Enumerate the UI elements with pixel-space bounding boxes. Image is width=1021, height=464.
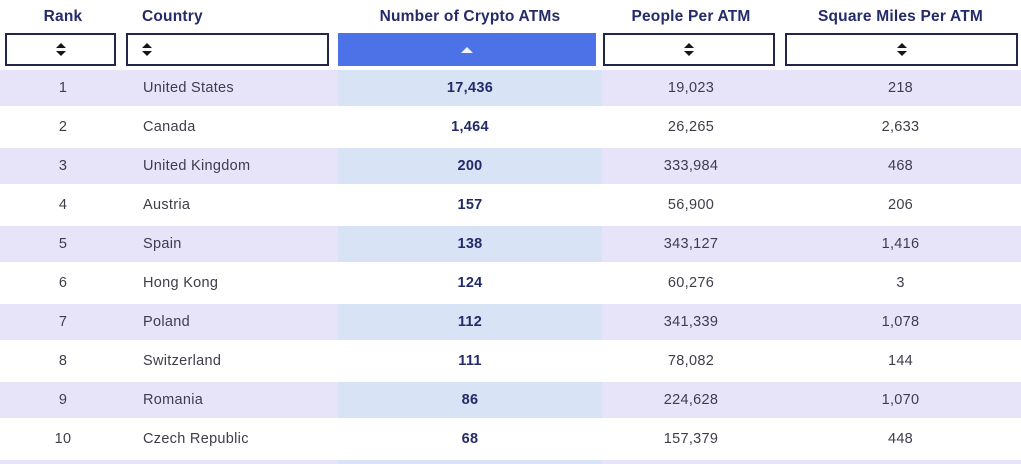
rank-cell: 1 — [0, 70, 126, 106]
rank-cell: 5 — [0, 226, 126, 262]
people-per-atm-cell: 157,379 — [602, 421, 780, 457]
sort-both-icon — [142, 43, 152, 56]
atms-cell: 68 — [338, 421, 602, 457]
header-row: Rank Country Number of Crypto ATMs Peopl… — [0, 0, 1021, 33]
sq-miles-per-atm-cell: 448 — [780, 421, 1021, 457]
country-cell: Hong Kong — [126, 265, 338, 301]
country-cell: Switzerland — [126, 343, 338, 379]
table-row: 3 United Kingdom 200 333,984 468 — [0, 148, 1021, 187]
people-per-atm-cell: 56,900 — [602, 187, 780, 223]
sq-miles-per-atm-cell: 144 — [780, 343, 1021, 379]
people-per-atm-cell: 19,023 — [602, 70, 780, 106]
people-per-atm-cell: 26,265 — [602, 109, 780, 145]
sq-miles-per-atm-cell: 1,070 — [780, 382, 1021, 418]
partial-row-right — [602, 460, 1021, 464]
column-header-rank: Rank — [43, 7, 83, 25]
people-per-atm-cell: 343,127 — [602, 226, 780, 262]
country-cell: Spain — [126, 226, 338, 262]
sort-button-people-per-atm[interactable] — [603, 33, 775, 66]
country-cell: Canada — [126, 109, 338, 145]
rank-cell: 10 — [0, 421, 126, 457]
country-cell: United Kingdom — [126, 148, 338, 184]
column-header-people-per-atm: People Per ATM — [631, 7, 751, 25]
table-row: 7 Poland 112 341,339 1,078 — [0, 304, 1021, 343]
filter-cell-sq-miles-per-atm — [780, 33, 1021, 70]
sq-miles-per-atm-cell: 1,078 — [780, 304, 1021, 340]
rank-cell: 6 — [0, 265, 126, 301]
sort-both-icon — [55, 43, 66, 56]
table-body: 1 United States 17,436 19,023 218 2 Cana… — [0, 70, 1021, 460]
sq-miles-per-atm-cell: 468 — [780, 148, 1021, 184]
sq-miles-per-atm-cell: 218 — [780, 70, 1021, 106]
table-row: 2 Canada 1,464 26,265 2,633 — [0, 109, 1021, 148]
country-cell: Austria — [126, 187, 338, 223]
sort-button-sq-miles-per-atm[interactable] — [785, 33, 1018, 66]
partial-row-atms — [338, 460, 602, 464]
country-cell: Romania — [126, 382, 338, 418]
partial-row — [0, 460, 1021, 464]
country-cell: United States — [126, 70, 338, 106]
table-row: 1 United States 17,436 19,023 218 — [0, 70, 1021, 109]
country-cell: Poland — [126, 304, 338, 340]
column-header-country: Country — [142, 7, 203, 25]
sq-miles-per-atm-cell: 3 — [780, 265, 1021, 301]
sort-button-country[interactable] — [126, 33, 329, 66]
sq-miles-per-atm-cell: 2,633 — [780, 109, 1021, 145]
people-per-atm-cell: 60,276 — [602, 265, 780, 301]
table-row: 9 Romania 86 224,628 1,070 — [0, 382, 1021, 421]
table-row: 10 Czech Republic 68 157,379 448 — [0, 421, 1021, 460]
atms-cell: 157 — [338, 187, 602, 223]
atms-cell: 200 — [338, 148, 602, 184]
people-per-atm-cell: 333,984 — [602, 148, 780, 184]
country-cell: Czech Republic — [126, 421, 338, 457]
sq-miles-per-atm-cell: 1,416 — [780, 226, 1021, 262]
filter-cell-country — [126, 33, 338, 70]
rank-cell: 2 — [0, 109, 126, 145]
partial-row-left — [0, 460, 338, 464]
sort-button-atms-active[interactable] — [338, 33, 596, 66]
sort-both-icon — [896, 43, 907, 56]
people-per-atm-cell: 341,339 — [602, 304, 780, 340]
filter-cell-people-per-atm — [602, 33, 780, 70]
table-row: 8 Switzerland 111 78,082 144 — [0, 343, 1021, 382]
atms-cell: 111 — [338, 343, 602, 379]
rank-cell: 7 — [0, 304, 126, 340]
atms-cell: 138 — [338, 226, 602, 262]
atms-cell: 112 — [338, 304, 602, 340]
rank-cell: 9 — [0, 382, 126, 418]
rank-cell: 8 — [0, 343, 126, 379]
rank-cell: 3 — [0, 148, 126, 184]
sort-ascending-icon — [461, 46, 473, 53]
atms-cell: 124 — [338, 265, 602, 301]
sq-miles-per-atm-cell: 206 — [780, 187, 1021, 223]
column-header-sq-miles-per-atm: Square Miles Per ATM — [817, 7, 984, 25]
sort-both-icon — [684, 43, 694, 56]
table-row: 6 Hong Kong 124 60,276 3 — [0, 265, 1021, 304]
filter-cell-atms — [338, 33, 602, 70]
rank-cell: 4 — [0, 187, 126, 223]
table-row: 5 Spain 138 343,127 1,416 — [0, 226, 1021, 265]
atms-cell: 17,436 — [338, 70, 602, 106]
atms-cell: 1,464 — [338, 109, 602, 145]
table-row: 4 Austria 157 56,900 206 — [0, 187, 1021, 226]
column-header-atms: Number of Crypto ATMs — [379, 7, 561, 25]
people-per-atm-cell: 78,082 — [602, 343, 780, 379]
atms-cell: 86 — [338, 382, 602, 418]
filter-row — [0, 33, 1021, 70]
filter-cell-rank — [0, 33, 126, 70]
people-per-atm-cell: 224,628 — [602, 382, 780, 418]
sort-button-rank[interactable] — [5, 33, 116, 66]
